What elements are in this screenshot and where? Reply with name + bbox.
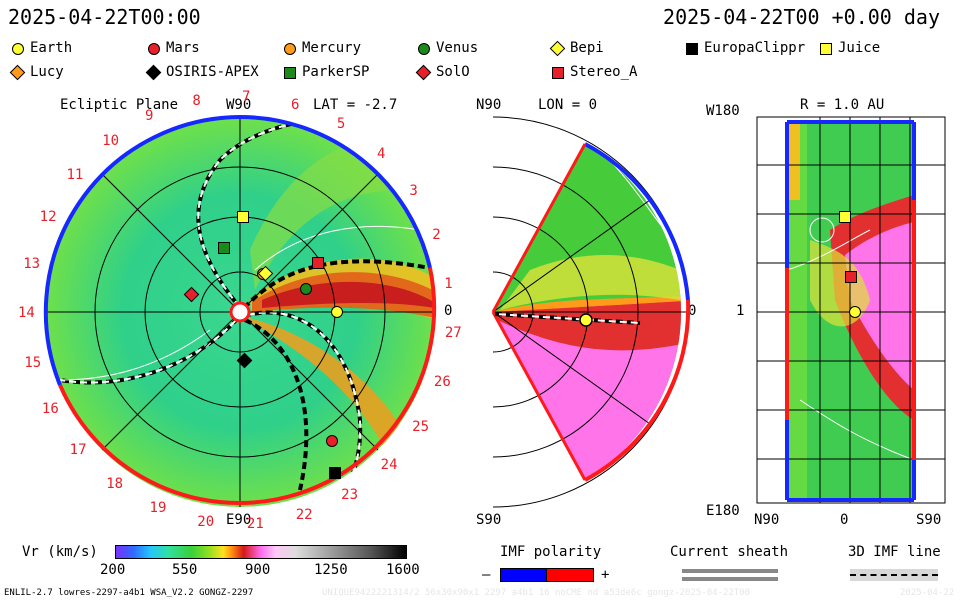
carrington-label-8: 8 (192, 92, 201, 109)
colorbar (115, 545, 407, 559)
legend-label-bepi: Bepi (570, 40, 604, 56)
carrington-label-14: 14 (18, 305, 35, 322)
legend-label-juice: Juice (838, 40, 881, 56)
meridional-bottom-label: S90 (476, 512, 502, 528)
earth-meridional-marker (579, 313, 593, 327)
colorbar-tick-550: 550 (172, 562, 198, 578)
radial-mid-left: 1 (736, 303, 745, 319)
legend-marker-parkersp (284, 67, 296, 79)
carrington-label-15: 15 (24, 354, 42, 371)
carrington-label-7: 7 (241, 89, 251, 106)
carrington-label-20: 20 (197, 514, 215, 531)
radial-x-right: S90 (916, 512, 942, 528)
europa-clipper-marker (329, 467, 341, 479)
radial-x-left: N90 (754, 512, 780, 528)
carrington-label-6: 6 (290, 97, 300, 114)
carrington-label-21: 21 (246, 516, 264, 533)
colorbar-tick-900: 900 (245, 562, 271, 578)
ecliptic-top-label: W90 (226, 97, 252, 113)
legend-label-stereo-a: Stereo_A (570, 64, 638, 80)
carrington-label-5: 5 (336, 116, 346, 133)
legend-marker-stereo-a (552, 67, 564, 79)
radial-bottom-left: E180 (706, 503, 740, 519)
legend-marker-earth (12, 43, 24, 55)
carrington-label-18: 18 (106, 476, 124, 493)
current-sheath-title: Current sheath (670, 544, 789, 560)
stereo-a-radial-marker (845, 271, 857, 283)
sun-marker (229, 301, 251, 323)
carrington-label-16: 16 (41, 401, 59, 418)
colorbar-label: Vr (km/s) (22, 544, 98, 560)
carrington-label-19: 19 (149, 500, 167, 517)
carrington-label-10: 10 (102, 132, 120, 149)
venus-marker (300, 283, 312, 295)
ecliptic-title: Ecliptic Plane (60, 97, 179, 113)
carrington-label-23: 23 (341, 487, 358, 504)
legend-label-parkersp: ParkerSP (302, 64, 370, 80)
parker-marker (218, 242, 230, 254)
carrington-label-9: 9 (144, 107, 154, 124)
imf3d-swatch (850, 569, 938, 581)
carrington-label-13: 13 (23, 256, 41, 273)
juice-marker (237, 211, 249, 223)
carrington-label-12: 12 (39, 209, 57, 226)
imf3d-title: 3D IMF line (848, 544, 941, 560)
legend-marker-europaclippr (686, 43, 698, 55)
colorbar-tick-1250: 1250 (314, 562, 348, 578)
carrington-label-4: 4 (377, 145, 386, 162)
footer-model: ENLIL-2.7 lowres-2297-a4b1 WSA_V2.2 GONG… (4, 588, 254, 598)
carrington-label-1: 1 (444, 275, 453, 292)
current-sheath-line-1 (682, 569, 778, 573)
imf-minus: – (482, 567, 491, 583)
current-sheath-line-2 (682, 577, 778, 581)
radial-title: R = 1.0 AU (800, 97, 885, 113)
legend-label-mercury: Mercury (302, 40, 362, 56)
ecliptic-bottom-label: E90 (226, 512, 252, 528)
colorbar-tick-1600: 1600 (386, 562, 420, 578)
imf-positive-swatch (546, 568, 594, 582)
legend-label-lucy: Lucy (30, 64, 64, 80)
legend-marker-mercury (284, 43, 296, 55)
juice-radial-marker (839, 211, 851, 223)
carrington-label-26: 26 (433, 373, 451, 390)
legend-label-europaclippr: EuropaClippr (704, 40, 806, 56)
meridional-right-label: 0 (688, 303, 697, 319)
ecliptic-lat-label: LAT = -2.7 (313, 97, 398, 113)
carrington-label-22: 22 (295, 507, 313, 524)
imf-negative-swatch (500, 568, 548, 582)
legend-marker-venus (418, 43, 430, 55)
legend-label-solo: SolO (436, 64, 470, 80)
header-timestamp-left: 2025-04-22T00:00 (8, 5, 201, 29)
carrington-label-11: 11 (66, 167, 84, 184)
colorbar-tick-200: 200 (100, 562, 126, 578)
carrington-label-27: 27 (444, 325, 462, 342)
legend-label-venus: Venus (436, 40, 479, 56)
legend-label-osiris-apex: OSIRIS-APEX (166, 64, 259, 80)
legend-marker-mars (148, 43, 160, 55)
carrington-label-24: 24 (380, 456, 398, 473)
meridional-lon-label: LON = 0 (538, 97, 598, 113)
earth-radial-marker (849, 306, 861, 318)
carrington-label-25: 25 (412, 418, 429, 435)
ecliptic-right-label: 0 (444, 303, 453, 319)
carrington-label-2: 2 (432, 227, 441, 244)
carrington-label-3: 3 (409, 183, 418, 200)
imf-plus: + (601, 567, 610, 583)
imf-polarity-title: IMF polarity (500, 544, 602, 560)
legend-label-earth: Earth (30, 40, 73, 56)
footer-run: UNIQUE9422221314/2 56x30x90x1 2297 a4b1 … (322, 588, 751, 598)
footer-date: 2025-04-22 (900, 588, 955, 598)
header-timestamp-right: 2025-04-22T00 +0.00 day (663, 5, 940, 29)
legend-label-mars: Mars (166, 40, 200, 56)
stereo-a-marker (312, 257, 324, 269)
earth-marker (331, 306, 343, 318)
carrington-label-17: 17 (69, 442, 87, 459)
meridional-top-label: N90 (476, 97, 502, 113)
mars-marker (326, 435, 338, 447)
radial-top-left: W180 (706, 103, 740, 119)
legend-marker-juice (820, 43, 832, 55)
radial-x-mid: 0 (840, 512, 849, 528)
